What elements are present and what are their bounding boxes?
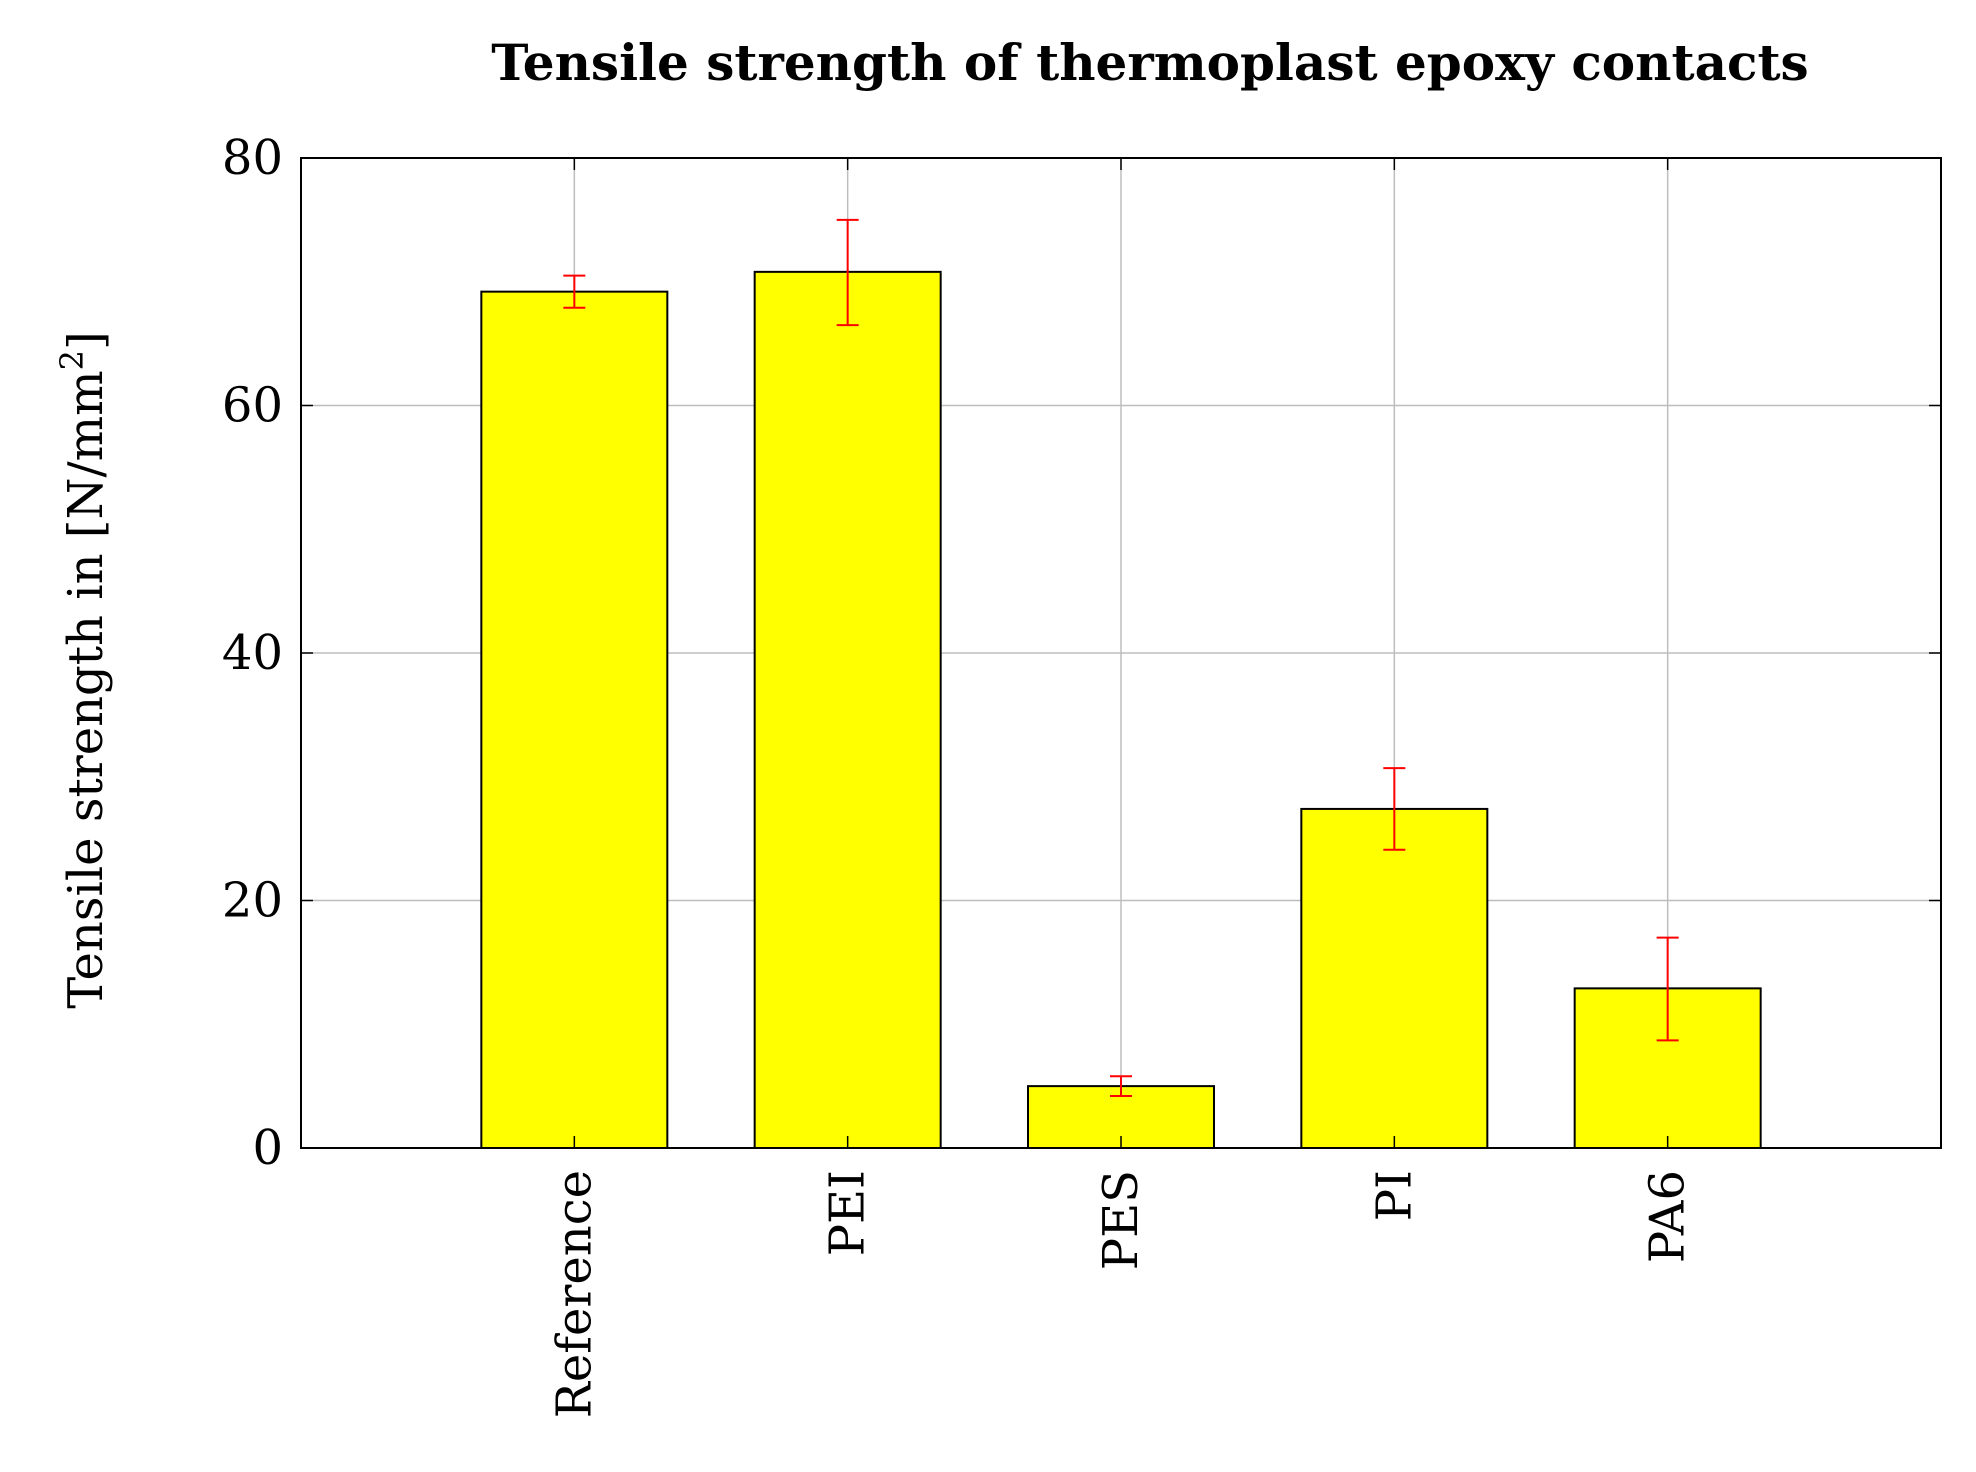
- bar-pei: [753, 270, 942, 1150]
- error-bar-pes: [1110, 1075, 1132, 1098]
- y-axis-label-main: Tensile strength in [N/mm: [58, 370, 114, 1008]
- y-tick-label: 40: [222, 625, 283, 681]
- bar-reference: [480, 290, 669, 1149]
- x-axis-ticks: Reference PEI PES PI PA6: [546, 158, 1696, 1418]
- y-tick-label: 20: [222, 873, 283, 929]
- y-axis-label: Tensile strength in [N/mm2]: [53, 331, 114, 1009]
- x-tick-label: PA6: [1640, 1170, 1696, 1263]
- y-axis-label-suffix: ]: [58, 331, 114, 350]
- x-tick-label: PEI: [820, 1170, 876, 1256]
- x-tick-label: Reference: [546, 1170, 602, 1418]
- error-bar-pi: [1383, 767, 1406, 851]
- y-axis-ticks: 0 20 40 60 80: [222, 130, 1941, 1176]
- y-tick-label: 80: [222, 130, 283, 186]
- y-tick-label: 60: [222, 378, 283, 434]
- bars: [480, 270, 1762, 1150]
- error-bar-pei: [836, 218, 859, 327]
- chart-title: Tensile strength of thermoplast epoxy co…: [491, 33, 1808, 92]
- error-bar-reference: [563, 274, 586, 309]
- error-bar-pa6: [1656, 936, 1679, 1042]
- error-bars: [563, 218, 1679, 1098]
- x-tick-label: PES: [1093, 1170, 1149, 1270]
- y-tick-label: 0: [252, 1120, 283, 1176]
- bar-pi: [1300, 807, 1489, 1149]
- y-axis-label-superscript: 2: [53, 350, 91, 370]
- x-tick-label: PI: [1366, 1170, 1422, 1221]
